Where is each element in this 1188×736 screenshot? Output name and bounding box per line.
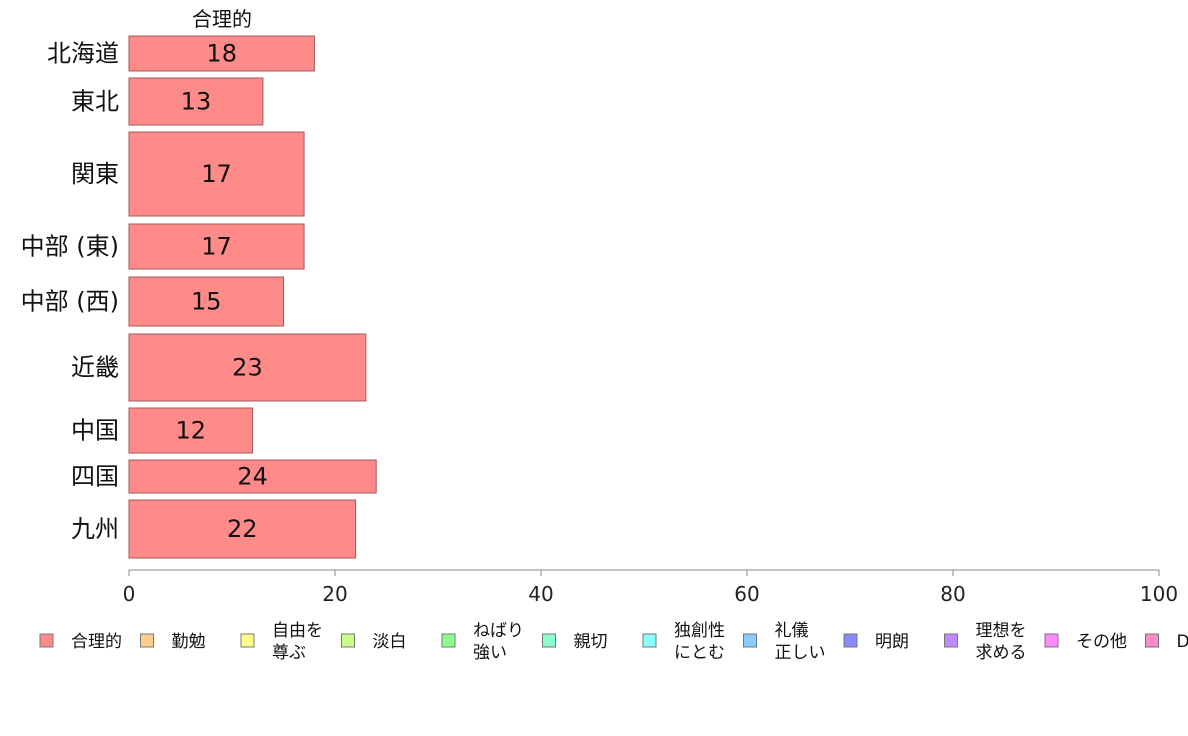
legend-item: その他 xyxy=(1044,632,1127,652)
legend-swatch xyxy=(39,633,54,648)
bars-group: 18 北海道 13 東北 17 関東 17 中部 (東) 15 中部 (西) 23 近畿 12 中国 24 四… xyxy=(21,35,377,559)
bar xyxy=(128,223,305,270)
legend-swatch xyxy=(1044,633,1059,648)
x-tick-label: 40 xyxy=(528,582,553,606)
bar-value-label: 22 xyxy=(227,515,258,543)
bar xyxy=(128,407,254,454)
x-tick-label: 100 xyxy=(1140,582,1178,606)
chart-title: 合理的 xyxy=(192,7,252,31)
legend-label: ねばり強い xyxy=(473,621,524,663)
legend-item: 勤勉 xyxy=(140,632,206,652)
legend-item: 礼儀正しい xyxy=(743,621,826,663)
legend-item: 理想を求める xyxy=(944,621,1027,663)
category-label: 中部 (東) xyxy=(21,233,119,261)
bar-value-label: 15 xyxy=(191,288,222,316)
legend-swatch xyxy=(743,633,757,648)
legend-swatch xyxy=(642,633,657,648)
bar xyxy=(128,459,377,494)
x-tick-label: 60 xyxy=(734,582,759,606)
category-label: 中部 (西) xyxy=(21,288,119,316)
bar xyxy=(128,131,305,217)
bar-value-label: 17 xyxy=(201,233,232,261)
bar xyxy=(128,333,367,402)
x-axis: 0 20 40 60 80 100 xyxy=(123,569,1178,606)
legend-label: 淡白 xyxy=(373,632,407,652)
legend-swatch xyxy=(843,633,858,648)
legend-item: 自由を尊ぶ xyxy=(240,621,323,663)
bar xyxy=(128,35,315,72)
legend-label: 合理的 xyxy=(71,632,122,652)
legend-label: 親切 xyxy=(574,632,608,652)
legend-swatch xyxy=(240,633,255,648)
bar xyxy=(128,499,357,559)
legend: 合理的 勤勉 自由を尊ぶ 淡白 ねばり強い 親切 独創性にとむ 礼儀正しい 明朗 理想を求める その… xyxy=(39,621,1188,663)
legend-swatch xyxy=(441,633,456,648)
legend-item: ねばり強い xyxy=(441,621,524,663)
bar-value-label: 24 xyxy=(237,463,268,491)
legend-item: 独創性にとむ xyxy=(642,621,725,663)
legend-swatch xyxy=(341,633,355,648)
legend-label: 自由を尊ぶ xyxy=(272,621,323,663)
legend-label: 理想を求める xyxy=(976,621,1027,663)
x-tick-label: 20 xyxy=(322,582,347,606)
bar xyxy=(128,276,284,327)
bar-value-label: 23 xyxy=(232,354,263,382)
bar-value-label: 18 xyxy=(206,40,237,68)
legend-label: 独創性にとむ xyxy=(674,621,725,663)
legend-label: その他 xyxy=(1076,632,1127,652)
bar-value-label: 17 xyxy=(201,160,232,188)
bar-value-label: 12 xyxy=(176,417,207,445)
category-label: 九州 xyxy=(71,515,119,543)
legend-label: 礼儀正しい xyxy=(775,621,826,663)
legend-label: 明朗 xyxy=(875,632,909,652)
category-label: 近畿 xyxy=(71,354,119,382)
legend-label: 勤勉 xyxy=(172,632,206,652)
legend-item: 淡白 xyxy=(341,632,407,652)
legend-swatch xyxy=(140,633,154,648)
legend-item: 合理的 xyxy=(39,632,122,652)
legend-swatch xyxy=(1145,633,1159,648)
legend-label: D xyxy=(1177,632,1188,652)
legend-swatch xyxy=(542,633,556,648)
legend-item: 親切 xyxy=(542,632,608,652)
bar-value-label: 13 xyxy=(181,88,212,116)
category-label: 中国 xyxy=(71,417,119,445)
legend-swatch xyxy=(944,633,958,648)
legend-item: D xyxy=(1145,632,1188,652)
category-label: 東北 xyxy=(71,88,119,116)
x-tick-label: 80 xyxy=(940,582,965,606)
x-tick-label: 0 xyxy=(123,582,136,606)
legend-item: 明朗 xyxy=(843,632,909,652)
category-label: 関東 xyxy=(71,160,119,188)
category-label: 四国 xyxy=(71,463,119,491)
category-label: 北海道 xyxy=(47,40,119,68)
bar xyxy=(128,77,264,126)
